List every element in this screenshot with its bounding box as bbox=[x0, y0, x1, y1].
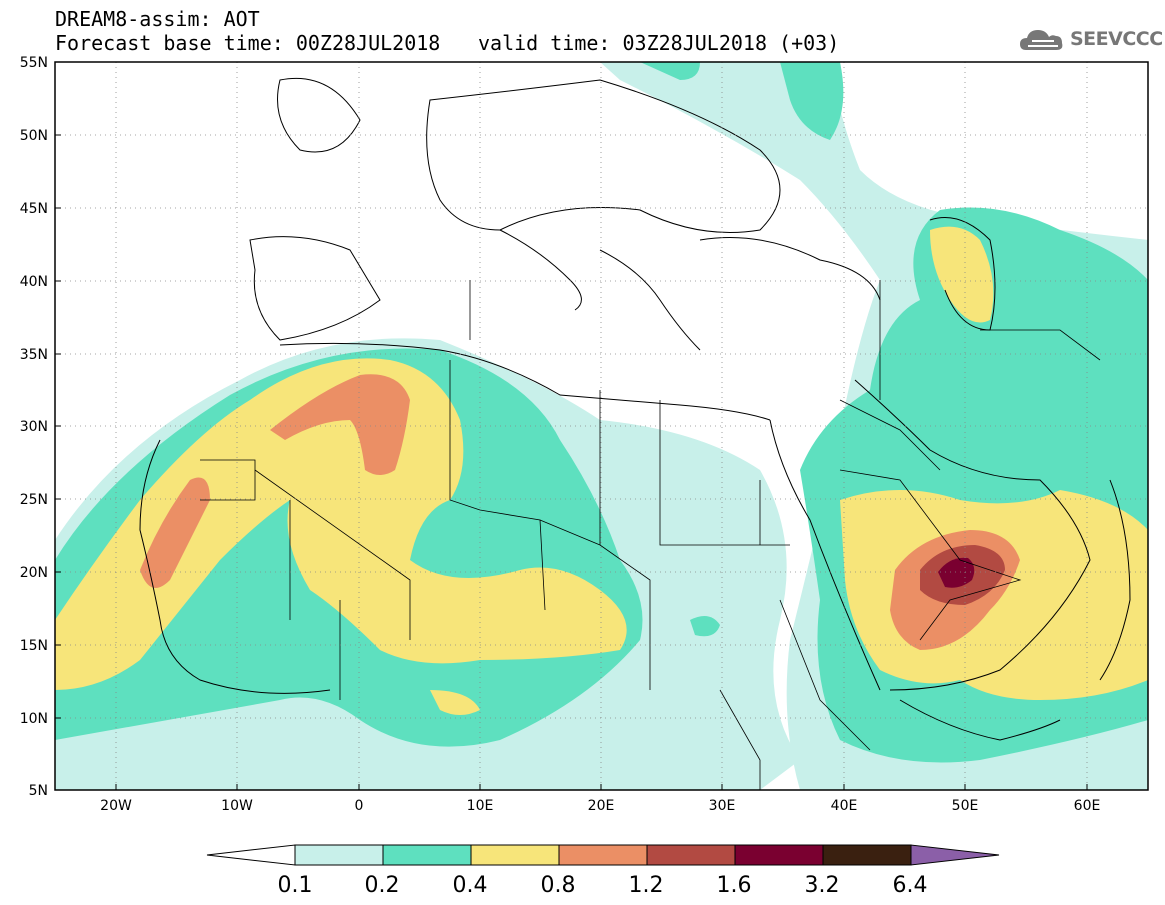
aot-band-1.6 bbox=[938, 557, 975, 588]
colorbar: 0.1 0.2 0.4 0.8 1.2 1.6 3.2 6.4 bbox=[206, 844, 1000, 898]
lat-label: 45N bbox=[20, 201, 48, 217]
colorbar-label: 1.2 bbox=[629, 873, 664, 898]
colorbar-box bbox=[822, 844, 912, 866]
lat-label: 40N bbox=[20, 274, 48, 290]
colorbar-arrow-low bbox=[206, 844, 296, 866]
country-borders bbox=[200, 280, 1101, 790]
colorbar-box bbox=[646, 844, 736, 866]
cloud-icon bbox=[1020, 30, 1063, 50]
lat-label: 30N bbox=[20, 419, 48, 435]
coastlines bbox=[139, 77, 1131, 741]
colorbar-label: 0.4 bbox=[453, 873, 488, 898]
lon-label: 30E bbox=[709, 798, 736, 814]
lon-label: 0 bbox=[355, 798, 364, 814]
colorbar-label: 0.2 bbox=[365, 873, 400, 898]
colorbar-label: 6.4 bbox=[893, 873, 928, 898]
colorbar-label: 1.6 bbox=[717, 873, 752, 898]
lon-label: 50E bbox=[952, 798, 979, 814]
lon-label: 10W bbox=[221, 798, 253, 814]
lon-label: 60E bbox=[1074, 798, 1101, 814]
lat-label: 35N bbox=[20, 347, 48, 363]
valid-time: valid time: 03Z28JUL2018 (+03) bbox=[478, 31, 840, 55]
colorbar-box bbox=[294, 844, 384, 866]
colorbar-arrow-high bbox=[910, 844, 1000, 866]
seevccc-logo: SEEVCCC bbox=[1018, 24, 1163, 56]
lat-label: 20N bbox=[20, 565, 48, 581]
lon-label: 20E bbox=[588, 798, 615, 814]
colorbar-label: 0.8 bbox=[541, 873, 576, 898]
lat-label: 25N bbox=[20, 492, 48, 508]
map-title: DREAM8-assim: AOT bbox=[55, 7, 260, 31]
colorbar-box bbox=[734, 844, 824, 866]
colorbar-box bbox=[470, 844, 560, 866]
lat-label: 5N bbox=[29, 783, 48, 799]
colorbar-box bbox=[558, 844, 648, 866]
forecast-base-time: Forecast base time: 00Z28JUL2018 bbox=[55, 31, 441, 55]
logo-text: SEEVCCC bbox=[1070, 28, 1163, 50]
latitude-labels: 55N 50N 45N 40N 35N 30N 25N 20N 15N 10N … bbox=[20, 55, 48, 799]
lat-label: 50N bbox=[20, 128, 48, 144]
lat-label: 55N bbox=[20, 55, 48, 71]
longitude-labels: 20W 10W 0 10E 20E 30E 40E 50E 60E bbox=[100, 798, 1100, 814]
lat-label: 10N bbox=[20, 711, 48, 727]
colorbar-box bbox=[382, 844, 472, 866]
lat-label: 15N bbox=[20, 638, 48, 654]
grid bbox=[55, 62, 1148, 790]
lon-label: 40E bbox=[831, 798, 858, 814]
lon-label: 10E bbox=[467, 798, 494, 814]
lon-label: 20W bbox=[100, 798, 132, 814]
aot-field bbox=[55, 62, 1148, 790]
colorbar-label: 0.1 bbox=[278, 873, 313, 898]
colorbar-label: 3.2 bbox=[805, 873, 840, 898]
axis-ticks bbox=[55, 134, 1088, 790]
